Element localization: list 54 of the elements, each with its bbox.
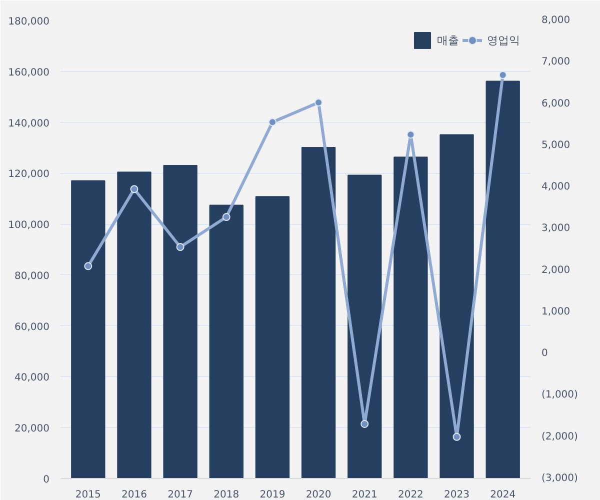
x-tick-label: 2021 bbox=[352, 490, 378, 500]
x-tick-label: 2017 bbox=[168, 490, 194, 500]
point bbox=[360, 420, 369, 428]
y2-tick-label: 8,000 bbox=[542, 15, 570, 26]
x-tick-label: 2024 bbox=[490, 490, 516, 500]
legend-label: 매출 bbox=[437, 32, 459, 48]
point bbox=[222, 213, 230, 222]
y2-tick-label: 1,000 bbox=[542, 306, 570, 318]
y-tick-label: 0 bbox=[43, 474, 50, 486]
y2-tick-label: 2,000 bbox=[542, 264, 570, 276]
y-tick-label: 40,000 bbox=[14, 372, 50, 384]
bar bbox=[117, 172, 152, 478]
x-tick-label: 2020 bbox=[306, 490, 332, 500]
x-tick-label: 2016 bbox=[122, 490, 147, 500]
bar bbox=[348, 174, 382, 478]
x-tick-label: 2023 bbox=[444, 490, 470, 500]
point bbox=[452, 432, 461, 441]
y-tick-label: 80,000 bbox=[14, 270, 50, 282]
y-tick-label: 20,000 bbox=[14, 424, 50, 435]
y2-tick-label: (2,000) bbox=[542, 431, 578, 442]
y-tick-label: 120,000 bbox=[8, 169, 50, 180]
y2-tick-label: (1,000) bbox=[542, 390, 578, 401]
y-tick-label: 140,000 bbox=[8, 118, 50, 130]
y2-tick-label: 5,000 bbox=[542, 140, 570, 151]
bar bbox=[163, 165, 198, 478]
y-tick-label: 180,000 bbox=[8, 16, 50, 28]
bar bbox=[301, 146, 336, 478]
point bbox=[498, 71, 507, 80]
y2-tick-label: 6,000 bbox=[542, 98, 570, 110]
x-tick-label: 2022 bbox=[398, 490, 424, 500]
x-tick-label: 2015 bbox=[75, 490, 101, 500]
bar bbox=[486, 80, 520, 478]
y2-tick-label: 4,000 bbox=[542, 182, 570, 193]
point bbox=[406, 130, 415, 139]
point bbox=[176, 243, 184, 251]
point bbox=[84, 262, 92, 270]
point bbox=[268, 118, 276, 126]
y-tick-label: 100,000 bbox=[8, 220, 50, 232]
y-tick-label: 60,000 bbox=[14, 322, 50, 333]
y-tick-label: 160,000 bbox=[8, 67, 50, 78]
point bbox=[130, 185, 138, 194]
bar bbox=[394, 156, 428, 478]
legend-label: 영업익 bbox=[487, 32, 520, 48]
bar bbox=[255, 196, 290, 478]
bar bbox=[71, 180, 106, 478]
y2-tick-label: 7,000 bbox=[542, 56, 570, 68]
bar bbox=[209, 204, 244, 478]
y2-tick-label: 0 bbox=[542, 348, 548, 360]
x-tick-label: 2019 bbox=[260, 490, 286, 500]
x-tick-label: 2018 bbox=[214, 490, 240, 500]
point bbox=[314, 98, 323, 107]
bar bbox=[440, 134, 474, 478]
y2-tick-label: 3,000 bbox=[542, 223, 570, 234]
y2-tick-label: (3,000) bbox=[542, 473, 578, 484]
